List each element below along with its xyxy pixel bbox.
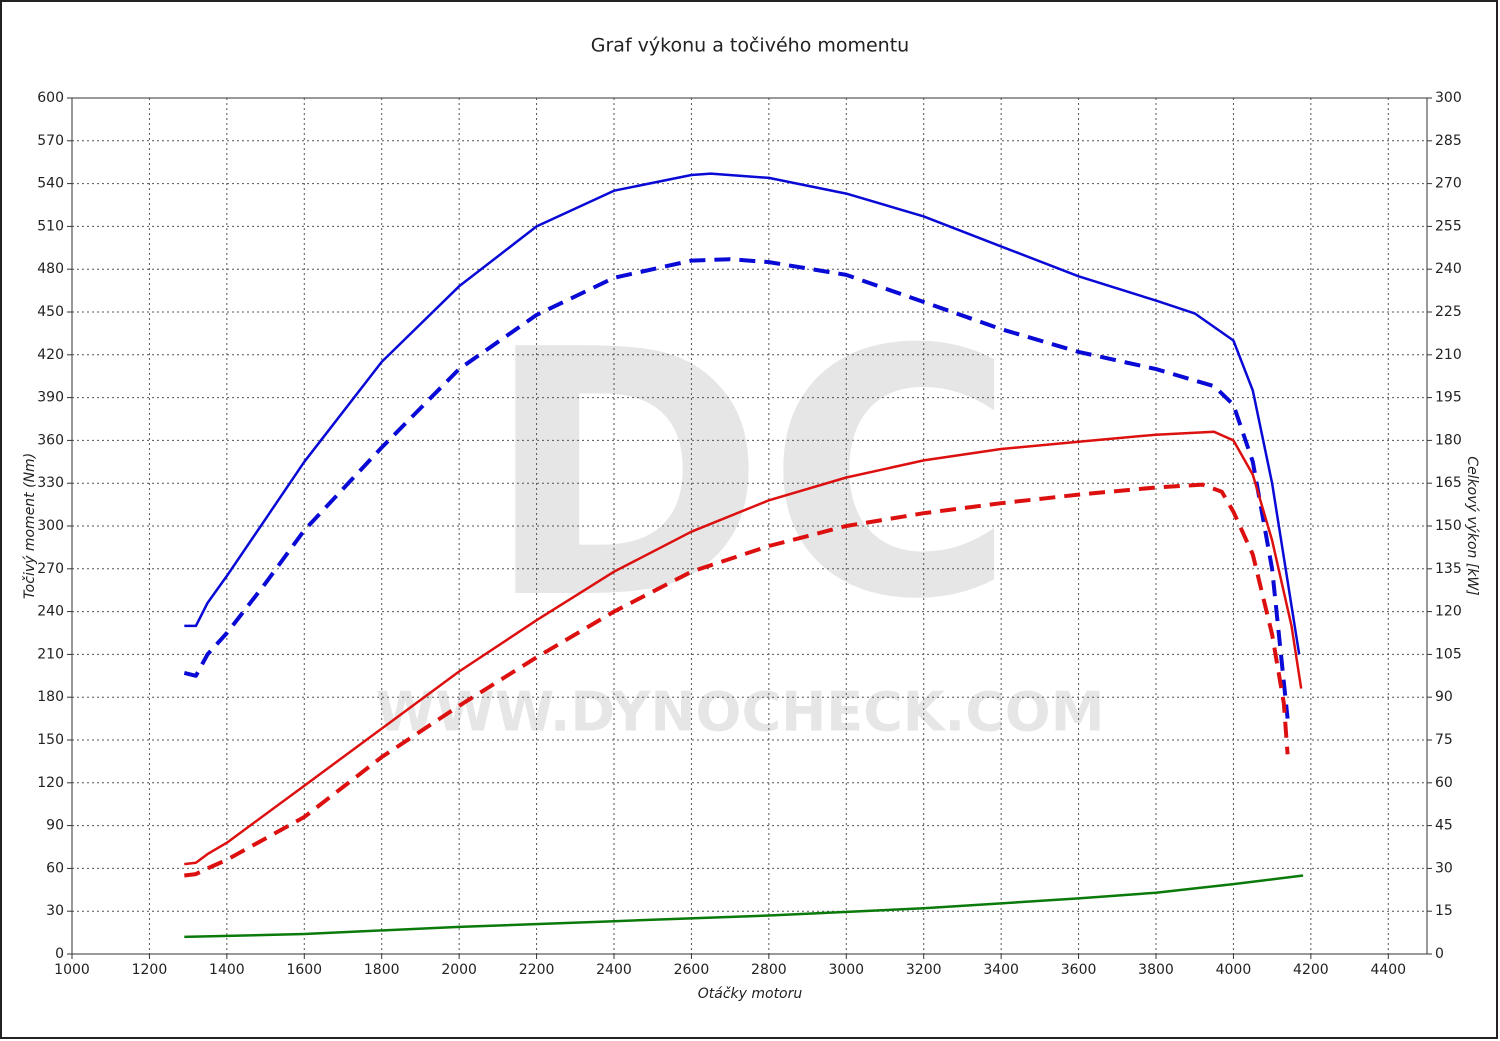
y-tick-label: 60	[46, 860, 64, 876]
data-line	[184, 874, 1304, 939]
x-tick-label: 4200	[1293, 962, 1329, 978]
x-tick-label: 3200	[906, 962, 942, 978]
y-tick-label: 420	[37, 347, 64, 363]
y2-tick-label: 75	[1435, 732, 1453, 748]
x-tick-label: 3400	[983, 962, 1019, 978]
y-tick-label: 600	[37, 90, 64, 106]
y-tick-label: 90	[46, 818, 64, 834]
data-line	[184, 482, 1290, 878]
y2-tick-label: 105	[1435, 646, 1462, 662]
y-axis-label: Točivý moment (Nm)	[22, 453, 38, 599]
y2-tick-label: 60	[1435, 775, 1453, 791]
y-tick-label: 210	[37, 646, 64, 662]
y-tick-label: 480	[37, 261, 64, 277]
y2-tick-label: 135	[1435, 561, 1462, 577]
x-tick-label: 2800	[751, 962, 787, 978]
y2-tick-label: 0	[1435, 946, 1444, 962]
x-tick-label: 4400	[1370, 962, 1406, 978]
y2-tick-label: 300	[1435, 90, 1462, 106]
y-tick-label: 450	[37, 304, 64, 320]
y-tick-label: 240	[37, 604, 64, 620]
y-tick-label: 540	[37, 176, 64, 192]
y2-tick-label: 120	[1435, 604, 1462, 620]
x-tick-label: 3000	[828, 962, 864, 978]
plot-area	[71, 97, 1428, 955]
y2-tick-label: 225	[1435, 304, 1462, 320]
x-tick-label: 4000	[1216, 962, 1252, 978]
y2-tick-label: 180	[1435, 432, 1462, 448]
y2-tick-label: 15	[1435, 903, 1453, 919]
y2-tick-label: 165	[1435, 475, 1462, 491]
x-tick-label: 2000	[441, 962, 477, 978]
y-tick-label: 360	[37, 432, 64, 448]
x-tick-label: 2600	[674, 962, 710, 978]
y-tick-label: 30	[46, 903, 64, 919]
x-tick-label: 3800	[1138, 962, 1174, 978]
y2-tick-label: 210	[1435, 347, 1462, 363]
y2-tick-label: 270	[1435, 176, 1462, 192]
x-tick-label: 2200	[519, 962, 555, 978]
y-tick-label: 330	[37, 475, 64, 491]
y2-tick-label: 45	[1435, 818, 1453, 834]
y2-tick-label: 30	[1435, 860, 1453, 876]
y-tick-label: 270	[37, 561, 64, 577]
x-tick-label: 3600	[1061, 962, 1097, 978]
y2-tick-label: 255	[1435, 218, 1462, 234]
y-tick-label: 0	[55, 946, 64, 962]
y-tick-label: 120	[37, 775, 64, 791]
y2-tick-label: 150	[1435, 518, 1462, 534]
watermark-logo: DC	[484, 278, 1016, 674]
data-line	[184, 430, 1303, 866]
x-tick-label: 1800	[364, 962, 400, 978]
x-tick-label: 2400	[596, 962, 632, 978]
y2-axis-label: Celkový výkon [kW]	[1464, 456, 1480, 595]
y2-tick-label: 195	[1435, 390, 1462, 406]
chart-title: Graf výkonu a točivého momentu	[591, 35, 909, 57]
y2-tick-label: 90	[1435, 689, 1453, 705]
y-tick-label: 180	[37, 689, 64, 705]
x-tick-label: 1400	[209, 962, 245, 978]
x-tick-label: 1200	[132, 962, 168, 978]
watermark-url: WWW.DYNOCHECK.COM	[376, 681, 1105, 744]
x-axis-label: Otáčky motoru	[698, 986, 803, 1002]
y-tick-label: 300	[37, 518, 64, 534]
data-line	[184, 172, 1301, 655]
y-tick-label: 150	[37, 732, 64, 748]
data-line	[183, 257, 1290, 719]
x-tick-label: 1000	[54, 962, 90, 978]
x-tick-label: 1600	[286, 962, 322, 978]
y-tick-label: 390	[37, 390, 64, 406]
y-tick-label: 510	[37, 218, 64, 234]
y-tick-label: 570	[37, 133, 64, 149]
y2-tick-label: 240	[1435, 261, 1462, 277]
y2-tick-label: 285	[1435, 133, 1462, 149]
